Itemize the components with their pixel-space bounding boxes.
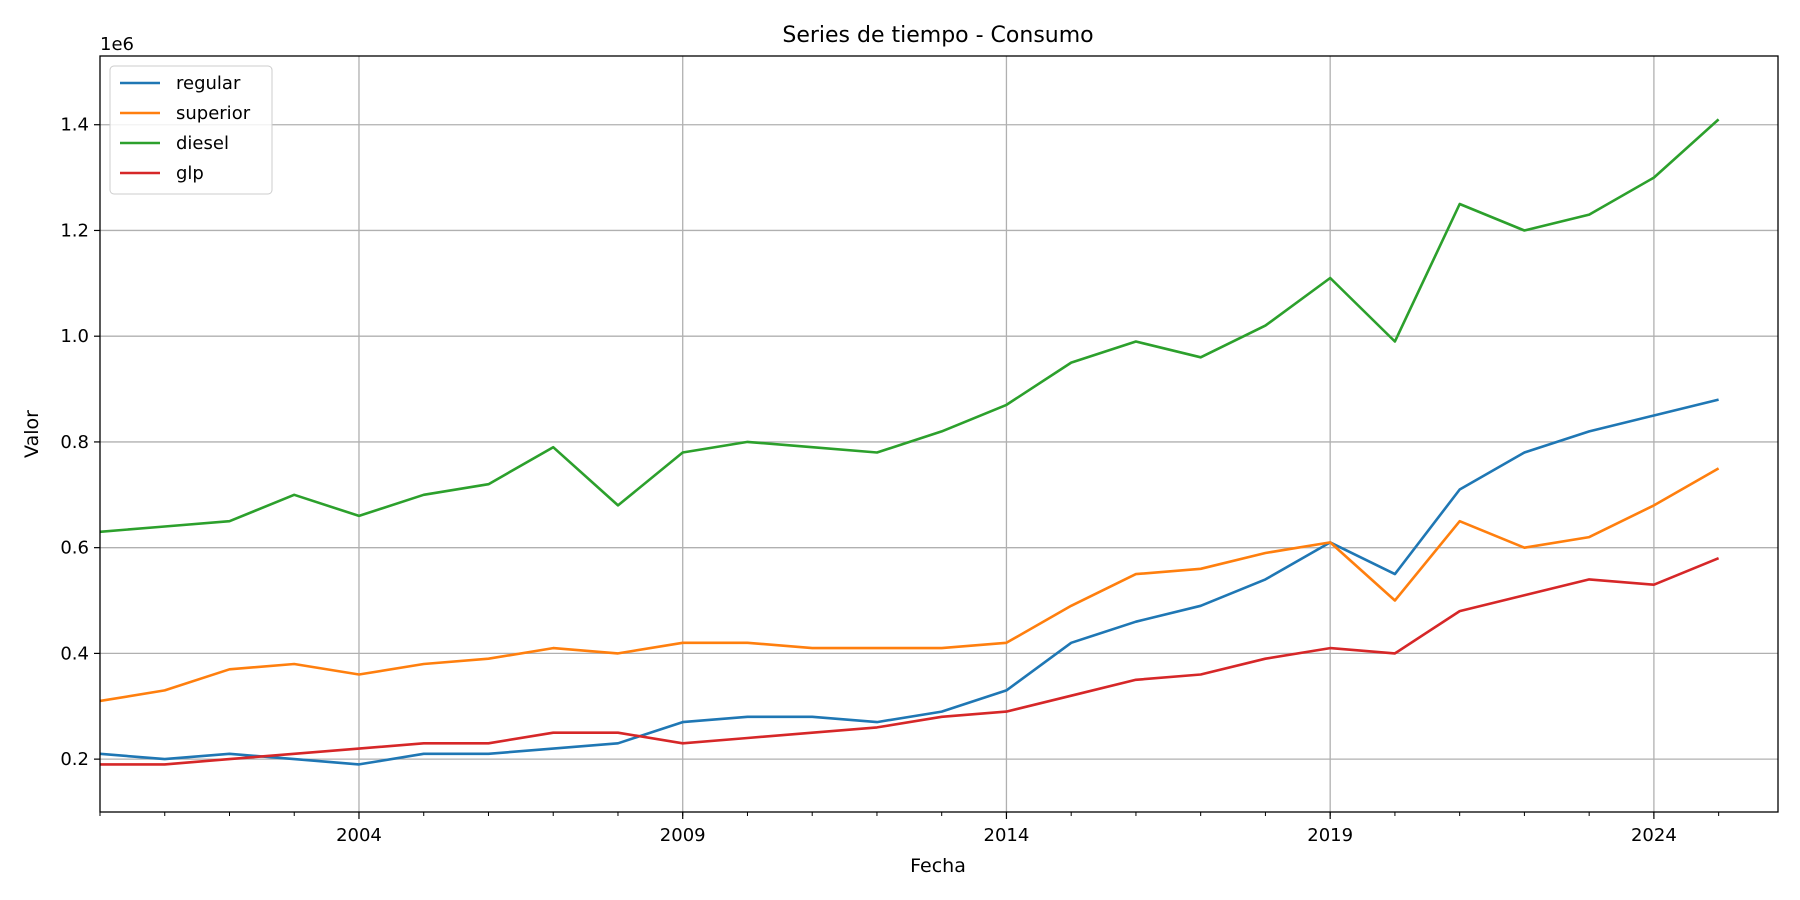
plot-frame <box>99 55 1779 813</box>
y-tick-label: 1.2 <box>60 220 89 241</box>
legend-box <box>109 65 273 195</box>
series-line-regular <box>100 398 1719 766</box>
y-tick-label: 0.2 <box>60 749 89 770</box>
x-axis-label: Fecha <box>910 855 966 877</box>
series-line-superior <box>100 467 1720 703</box>
y-tick-label: 0.6 <box>60 538 89 559</box>
legend-label-glp: glp <box>176 163 204 184</box>
y-scale-label: 1e6 <box>100 34 134 55</box>
y-axis-label: Valor <box>21 410 43 458</box>
series-line-glp <box>100 556 1720 766</box>
legend-label-superior: superior <box>176 103 251 124</box>
legend-label-regular: regular <box>176 73 241 94</box>
gridlines <box>100 56 1778 812</box>
y-axis-ticks: 0.2 0.4 0.6 0.8 1.0 1.2 1.4 <box>60 115 100 770</box>
y-tick-label: 1.0 <box>60 326 89 347</box>
legend-label-diesel: diesel <box>176 133 229 154</box>
series-lines <box>100 118 1720 766</box>
y-tick-label: 1.4 <box>60 115 89 136</box>
x-tick-label: 2009 <box>660 825 706 846</box>
x-axis-ticks: 2004 2009 2014 2019 2024 <box>99 812 1720 846</box>
x-tick-label: 2004 <box>336 825 382 846</box>
x-tick-label: 2019 <box>1307 825 1353 846</box>
chart-title: Series de tiempo - Consumo <box>782 23 1093 48</box>
y-tick-label: 0.8 <box>60 432 89 453</box>
legend: regular superior diesel glp <box>109 65 273 195</box>
series-line-diesel <box>100 118 1720 534</box>
x-tick-label: 2014 <box>984 825 1030 846</box>
y-tick-label: 0.4 <box>60 643 89 664</box>
x-tick-label: 2024 <box>1631 825 1677 846</box>
